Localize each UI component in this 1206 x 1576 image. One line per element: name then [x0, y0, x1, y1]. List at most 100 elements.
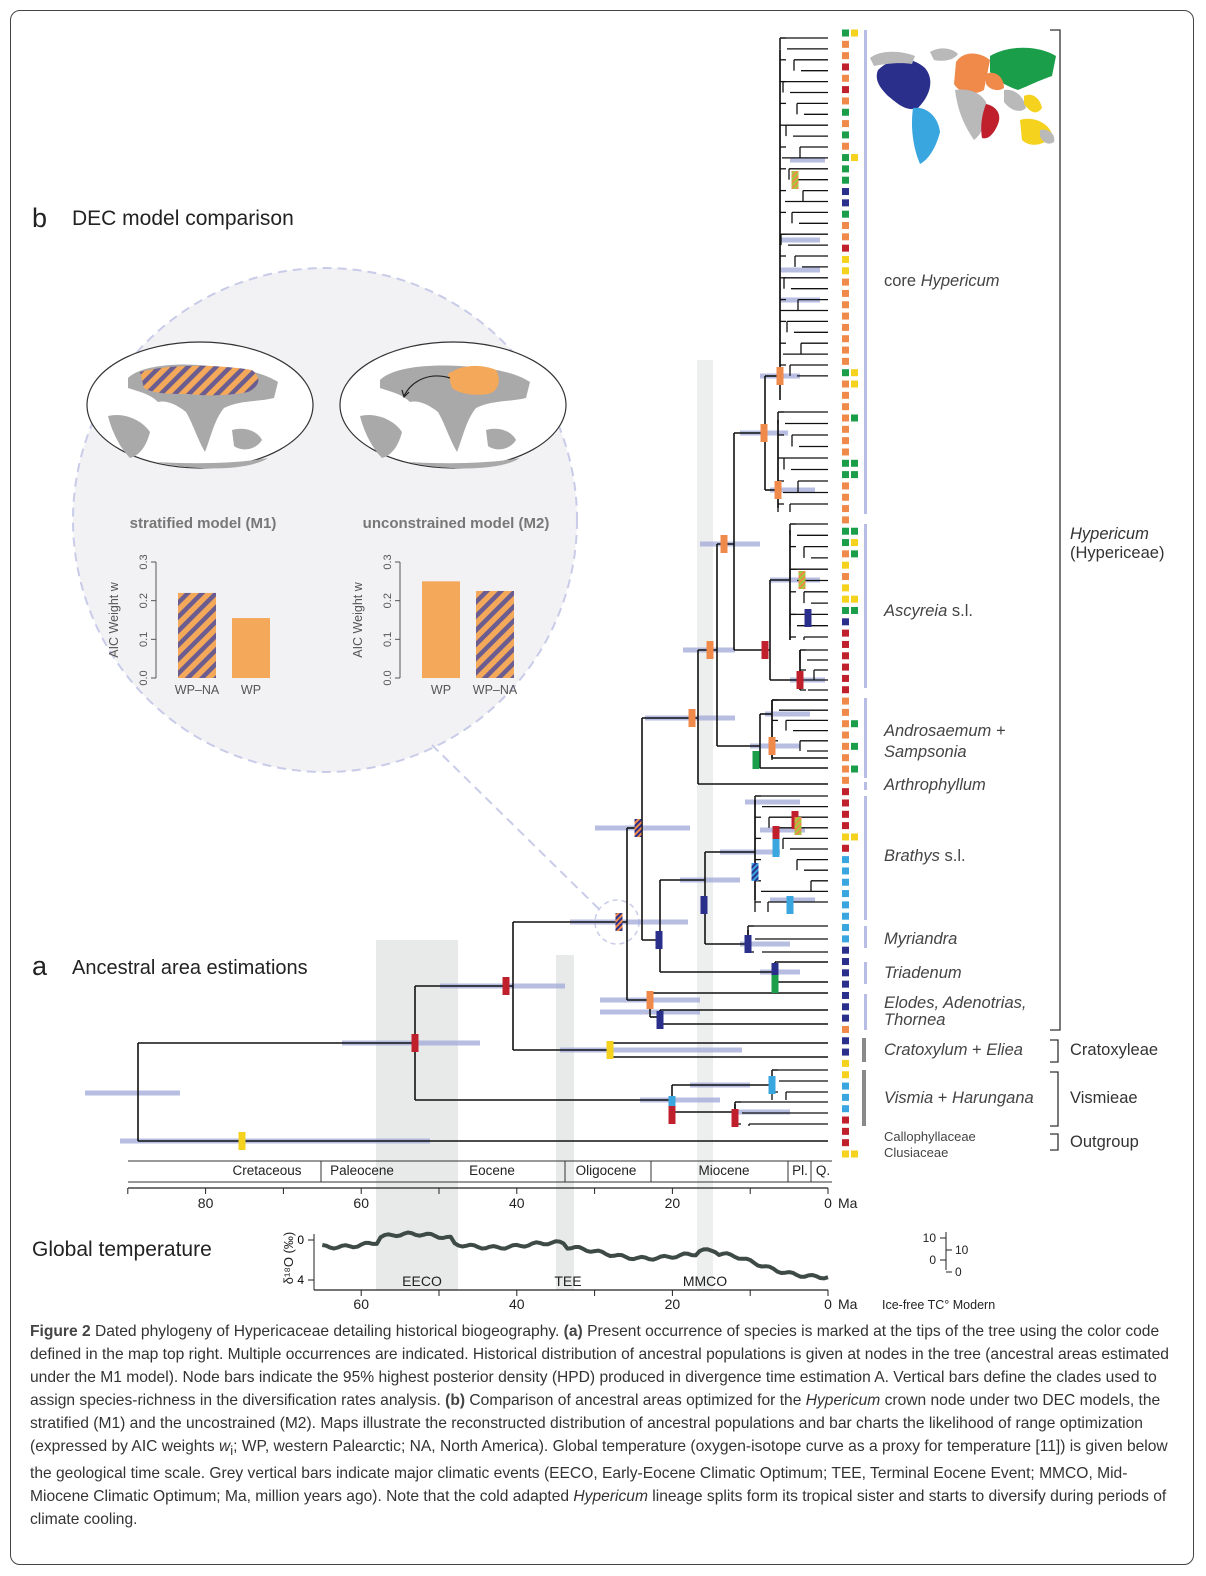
tip-east_asia: [842, 606, 849, 614]
tip-africa: [842, 640, 849, 648]
clade-bar-brathys: [864, 796, 867, 920]
tip-east_asia: [851, 742, 858, 750]
tip-south_east_asia: [842, 561, 849, 569]
tip-western_palearctic: [842, 731, 849, 739]
temp-tick-label: 20: [665, 1296, 681, 1312]
tip-north_america: [842, 969, 849, 977]
bar-chart-m1: 0.0 0.1 0.2 0.3 AIC Weight w WP–NA WP: [107, 554, 270, 697]
y-tick-label: 0.3: [138, 554, 150, 569]
period-miocene: Miocene: [698, 1163, 749, 1178]
period-pliocene: Pl.: [792, 1163, 808, 1178]
tip-western_palearctic: [842, 720, 849, 728]
temperature-axis-unit: Ma: [838, 1296, 858, 1312]
tip-south_east_asia: [842, 1150, 849, 1158]
figure-2: b DEC model comparison stratified model …: [32, 29, 1164, 1312]
node-area-box: [752, 751, 760, 769]
tip-western_palearctic: [842, 516, 849, 524]
outgroup-clusia-label: Clusiaceae: [884, 1145, 948, 1160]
node-area-box: [744, 935, 752, 953]
eeco-band: [376, 940, 458, 1290]
clade-bar-arthro: [864, 782, 867, 790]
tip-western_palearctic: [842, 142, 849, 150]
node-area-box: [798, 571, 806, 589]
node-area-box: [796, 671, 804, 689]
tip-south_east_asia: [851, 29, 858, 37]
node-area-box: [774, 481, 782, 499]
tip-western_palearctic: [842, 742, 849, 750]
tip-south_east_asia: [851, 369, 858, 377]
tip-south_america: [842, 878, 849, 886]
time-tick-label: 20: [665, 1195, 681, 1211]
y-tick-label: 0.1: [138, 632, 150, 647]
tip-north_america: [842, 991, 849, 999]
tip-south_east_asia: [842, 255, 849, 263]
tribe-hypericum-name: Hypericum: [1070, 525, 1149, 543]
tip-western_palearctic: [842, 697, 849, 705]
tip-africa: [842, 244, 849, 252]
clade-elodes-label-1: Elodes, Adenotrias,: [884, 994, 1026, 1012]
clade-brathys-label: Brathys s.l.: [884, 847, 966, 865]
tip-western_palearctic: [842, 312, 849, 320]
tip-africa: [842, 810, 849, 818]
bar-chart-m2: 0.0 0.1 0.2 0.3 AIC Weight w WP WP–NA: [351, 554, 518, 697]
tip-south_america: [842, 1093, 849, 1101]
node-area-box: [706, 641, 714, 659]
ancestral-area-nodes: [238, 171, 812, 1150]
clade-cratox-label: Cratoxylum + Eliea: [884, 1041, 1023, 1059]
bar-WP–NA: [178, 592, 216, 678]
tip-western_palearctic: [842, 52, 849, 60]
hpd-bar: [735, 1109, 790, 1115]
tip-western_palearctic: [842, 708, 849, 716]
temperature-scale-key: 10 0 10 0 Ice-free TC° Modern: [882, 1231, 995, 1312]
node-area-box: [606, 1041, 614, 1059]
hpd-bar: [760, 827, 805, 833]
panel-a-title: Ancestral area estimations: [72, 957, 308, 979]
tip-western_palearctic: [842, 754, 849, 762]
tip-east_asia: [851, 471, 858, 479]
temperature-ytick-4: 4: [297, 1273, 304, 1287]
tip-south_east_asia: [842, 267, 849, 275]
node-area-box: [791, 171, 799, 189]
climate-event-bands: [376, 360, 713, 1290]
hpd-bar: [760, 969, 800, 975]
time-tick-label: 0: [824, 1195, 832, 1211]
tip-africa: [842, 652, 849, 660]
y-tick-label: 0.2: [138, 593, 150, 608]
area-color-map: [870, 47, 1056, 164]
tip-south_east_asia: [851, 380, 858, 388]
tip-western_palearctic: [842, 221, 849, 229]
tip-south_east_asia: [851, 833, 858, 841]
tip-africa: [842, 1127, 849, 1135]
event-mmco: MMCO: [683, 1273, 727, 1289]
tip-east_asia: [842, 176, 849, 184]
tip-east_asia: [842, 154, 849, 162]
clade-bar-elodes: [864, 994, 867, 1030]
period-quaternary: Q.: [816, 1163, 830, 1178]
tip-western_palearctic: [842, 301, 849, 309]
clade-bar-andro: [864, 698, 867, 778]
hpd-bar: [640, 1097, 720, 1103]
node-area-box: [720, 535, 728, 553]
tip-north_america: [842, 618, 849, 626]
clade-triadenum-label: Triadenum: [884, 964, 962, 982]
node-area-box: [634, 819, 642, 837]
tip-western_palearctic: [842, 550, 849, 558]
node-area-box: [776, 367, 784, 385]
node-area-box: [656, 1011, 664, 1029]
bar-WP: [232, 618, 270, 678]
tip-east_asia: [851, 765, 858, 773]
svg-text:10: 10: [923, 1231, 937, 1245]
bar-label: WP: [241, 683, 261, 697]
temp-tick-label: 40: [509, 1296, 525, 1312]
tip-western_palearctic: [842, 346, 849, 354]
tip-east_asia: [851, 527, 858, 535]
y-tick-label: 0.1: [382, 632, 394, 647]
tip-africa: [842, 63, 849, 71]
node-area-box: [238, 1132, 246, 1150]
hpd-bar: [770, 487, 815, 493]
tip-north_america: [842, 188, 849, 196]
hpd-bar: [745, 799, 800, 805]
tip-western_palearctic: [842, 289, 849, 297]
y-axis-label: AIC Weight w: [107, 581, 121, 657]
tribe-brackets: [1050, 29, 1061, 1151]
